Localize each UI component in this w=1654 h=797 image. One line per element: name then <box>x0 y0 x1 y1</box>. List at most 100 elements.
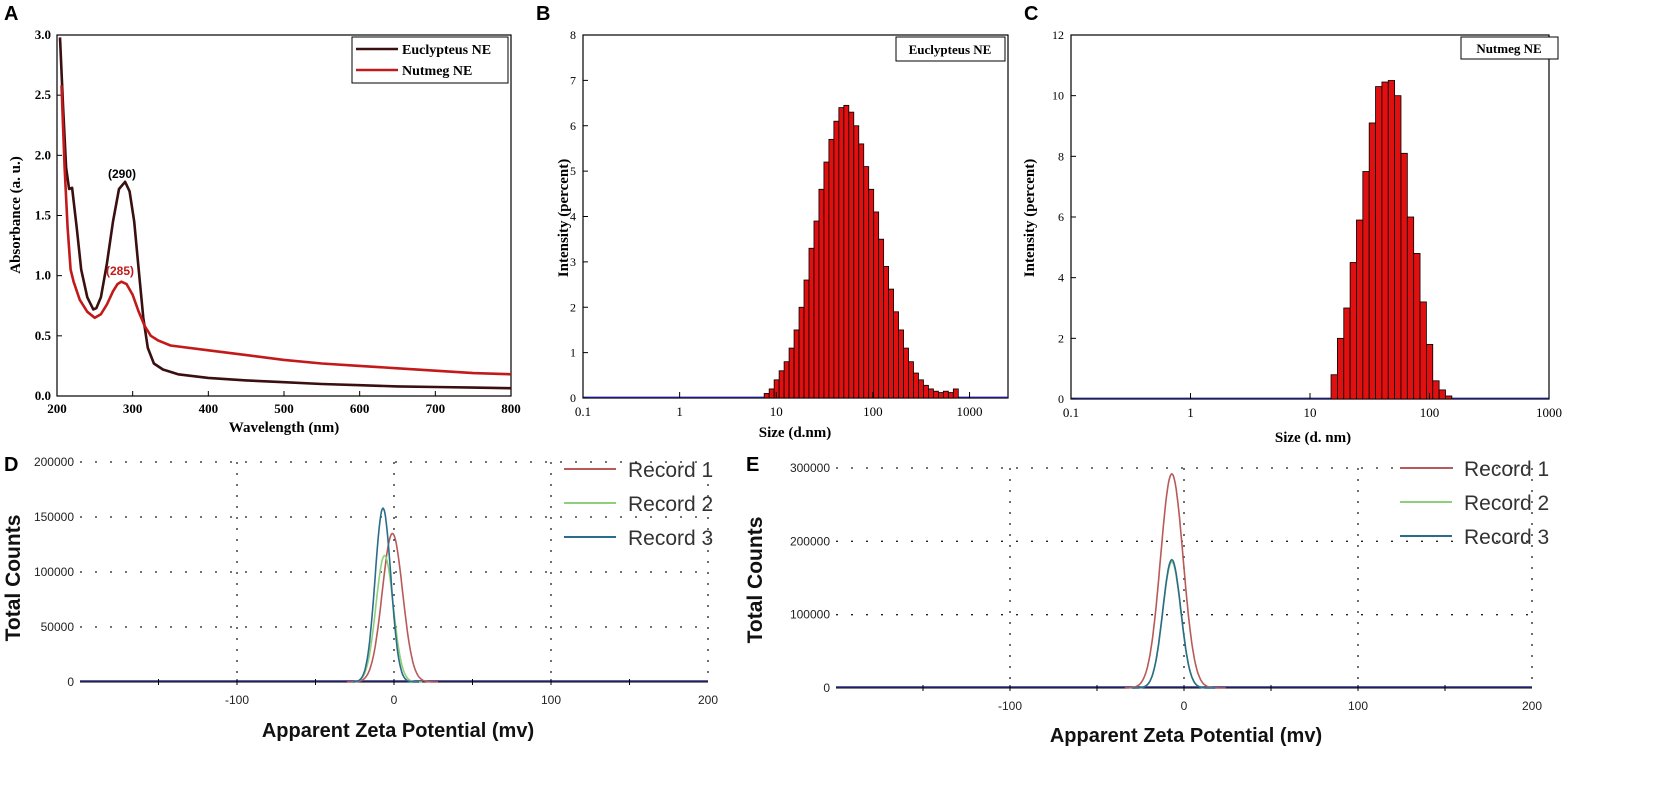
panel-a-ytick-label: 0.5 <box>35 328 52 343</box>
panel-b-ytick-label: 8 <box>570 28 576 42</box>
panel-b-bar <box>913 372 919 399</box>
panel-b-bar <box>813 220 820 399</box>
panel-b-bar <box>898 329 904 399</box>
panel-c-legend-box <box>1460 36 1559 60</box>
panel-c-bar <box>1337 337 1345 400</box>
panel-b-xtick-label: 1000 <box>957 404 983 419</box>
panel-a-xtick-label: 600 <box>350 401 370 416</box>
panel-b-bar <box>893 311 899 399</box>
panel-c-bar <box>1368 122 1376 400</box>
panel-b-bar <box>903 347 909 399</box>
panel-letter-a: A <box>4 3 18 25</box>
panel-b-xtick-label: 10 <box>770 404 783 419</box>
panel-b-ylabel: Intensity (percent) <box>556 159 572 277</box>
panel-a-xtick-label: 500 <box>274 401 294 416</box>
panel-d-xlabel: Apparent Zeta Potential (mv) <box>262 720 534 742</box>
panel-b-bar <box>848 111 855 399</box>
panel-c-xtick-label: 1 <box>1187 405 1194 420</box>
panel-letter-c: C <box>1024 3 1038 25</box>
panel-b-bar <box>838 107 845 399</box>
panel-c-ytick-label: 4 <box>1058 271 1064 285</box>
panel-b-bar <box>828 138 835 399</box>
panel-b-bar <box>768 388 775 399</box>
panel-e-xtick-label: 100 <box>1348 699 1368 713</box>
panel-c-bar <box>1330 374 1338 400</box>
panel-c-bar <box>1394 95 1402 400</box>
panel-a-xlabel: Wavelength (nm) <box>229 420 339 436</box>
panel-e-legend-1: Record 1 <box>1464 458 1549 481</box>
panel-a-xtick-label: 400 <box>199 401 219 416</box>
panel-a-series-2 <box>60 85 512 376</box>
panel-b-ytick-label: 2 <box>570 300 576 314</box>
panel-b-xlabel: Size (d.nm) <box>759 425 832 441</box>
panel-d-xtick-label: 100 <box>541 693 561 707</box>
panel-e-xtick-label: 0 <box>1181 699 1188 713</box>
panel-b-bar <box>833 120 840 399</box>
panel-c-ytick-label: 6 <box>1058 210 1064 224</box>
panel-c-ytick-label: 2 <box>1058 331 1064 345</box>
panel-c-ylabel: Intensity (percent) <box>1022 159 1038 277</box>
panel-a-ytick-label: 0.0 <box>35 388 51 403</box>
panel-d-zeta-chart: -100 0 100 200 0 50000 100000 150000 200000 Tota… <box>2 455 718 742</box>
panel-e-series-1 <box>1124 472 1226 689</box>
panel-c-xtick-label: 10 <box>1304 405 1317 420</box>
panel-c-bar <box>1400 152 1408 400</box>
panel-d-ylabel: Total Counts <box>2 515 25 642</box>
panel-b-bar <box>937 392 944 399</box>
panel-c-bar <box>1362 171 1370 400</box>
panel-b-bar <box>798 306 805 399</box>
panel-b-bar <box>858 143 865 399</box>
panel-b-legend-box <box>895 36 1006 62</box>
panel-e-legend-3: Record 3 <box>1464 526 1549 549</box>
panel-d-legend-3: Record 3 <box>628 527 713 550</box>
panel-c-ytick-label: 0 <box>1058 392 1064 406</box>
panel-c-ytick-label: 8 <box>1058 149 1064 163</box>
panel-b-size-histogram: 0.1 1 10 100 1000 0 1 2 3 4 5 6 7 8 Intensity (percen… <box>556 28 1009 441</box>
panel-e-ytick-label: 200000 <box>790 534 830 548</box>
panel-b-ytick-label: 0 <box>570 391 576 405</box>
panel-d-ytick-label: 50000 <box>41 620 75 634</box>
panel-c-bar <box>1349 262 1357 400</box>
panel-c-bar <box>1387 80 1396 400</box>
panel-b-bar <box>908 361 914 399</box>
panel-d-series-2 <box>353 554 423 683</box>
panel-b-bar <box>863 166 870 399</box>
panel-c-bar <box>1343 307 1351 400</box>
panel-c-legend: Nutmeg NE <box>1476 41 1541 56</box>
panel-a-legend-1: Euclypteus NE <box>402 43 491 58</box>
panel-b-bar <box>928 388 934 399</box>
panel-e-ytick-label: 100000 <box>790 608 830 622</box>
panel-c-ytick-label: 10 <box>1052 89 1064 103</box>
panel-d-ytick-label: 200000 <box>34 455 74 469</box>
panel-e-ylabel: Total Counts <box>744 517 767 644</box>
panel-a-absorbance-chart: 200 300 400 500 600 700 800 0.0 0.5 1.0 1.5 2.0 2.5 3… <box>8 27 521 436</box>
panel-b-bar <box>778 370 785 399</box>
panel-a-legend-2: Nutmeg NE <box>402 64 472 79</box>
panel-b-xtick-label: 0.1 <box>575 404 591 419</box>
panel-a-xtick-label: 200 <box>47 401 67 416</box>
panel-c-xtick-label: 1000 <box>1536 405 1562 420</box>
panel-b-bar <box>883 266 890 399</box>
panel-a-ylabel: Absorbance (a. u.) <box>8 156 24 274</box>
panel-b-xtick-label: 1 <box>676 404 683 419</box>
panel-b-ytick-label: 7 <box>570 73 576 87</box>
panel-b-legend: Euclypteus NE <box>909 42 992 57</box>
panel-b-bar <box>818 188 825 399</box>
panel-b-bar <box>808 247 815 399</box>
panel-e-series-2 <box>1131 560 1216 689</box>
panel-b-bar <box>868 188 875 399</box>
panel-a-ytick-label: 1.5 <box>35 208 52 223</box>
panel-a-legend-box <box>351 36 509 84</box>
panel-e-zeta-chart: -100 0 100 200 0 100000 200000 300000 Total Cou… <box>744 458 1549 747</box>
panel-b-xtick-label: 100 <box>863 404 883 419</box>
panel-a-xtick-label: 700 <box>426 401 446 416</box>
panel-c-xlabel: Size (d. nm) <box>1275 430 1351 446</box>
panel-b-bar <box>933 390 939 399</box>
panel-d-xtick-label: -100 <box>225 693 249 707</box>
panel-b-bar <box>878 238 885 399</box>
panel-b-bar <box>803 279 810 399</box>
panel-e-ytick-label: 300000 <box>790 461 830 475</box>
panel-a-series-1 <box>58 37 512 390</box>
panel-a-frame <box>56 34 512 397</box>
